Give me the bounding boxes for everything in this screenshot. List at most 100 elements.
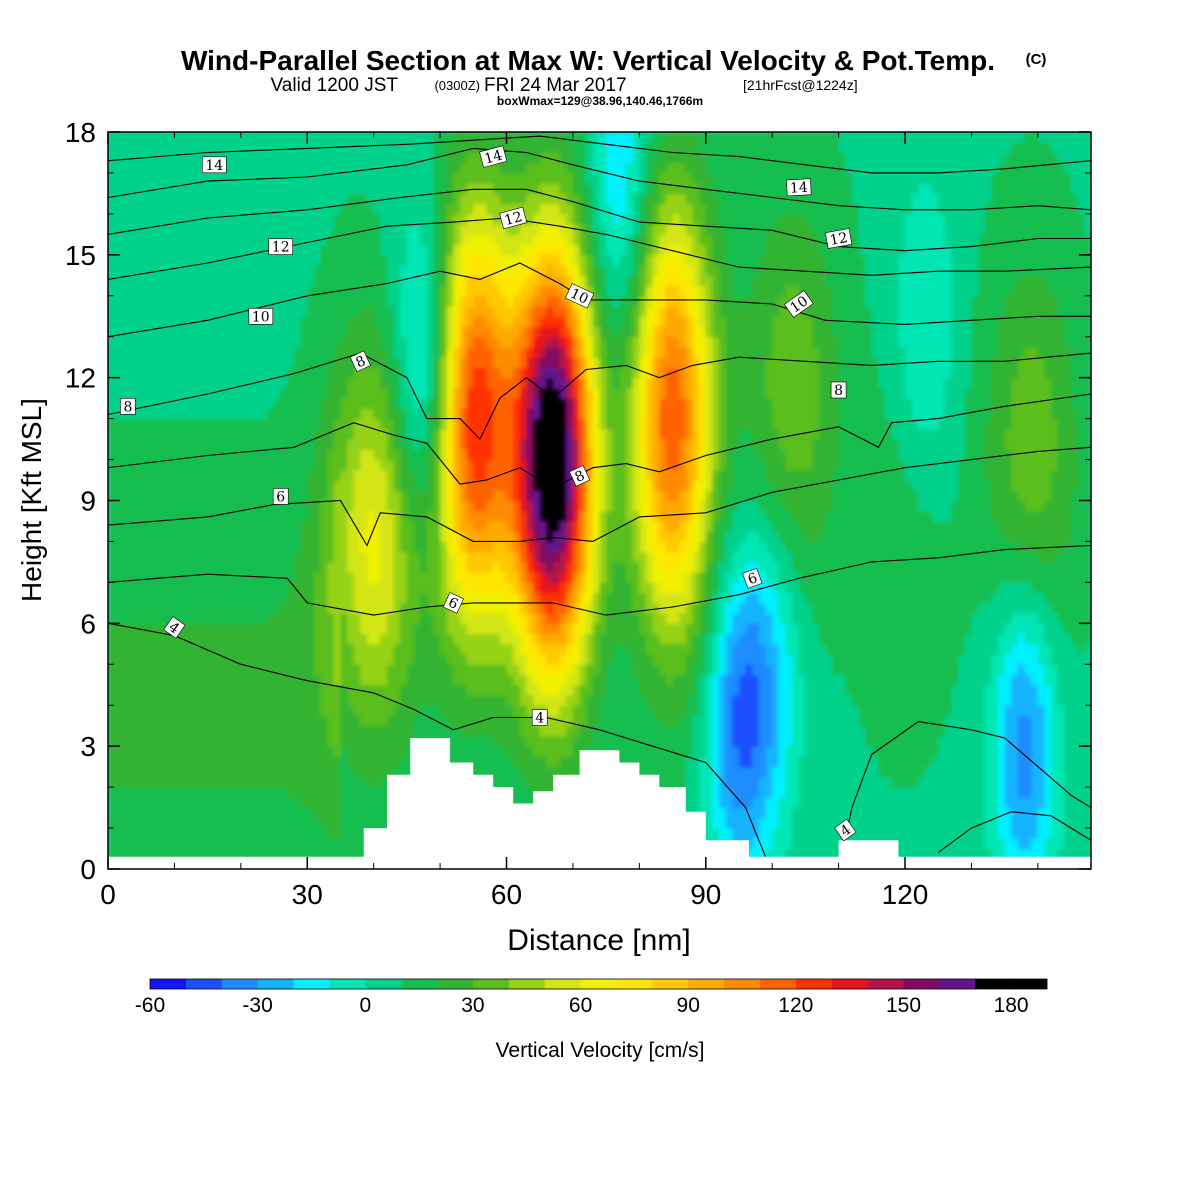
field-cell [493,428,501,440]
field-cell [360,142,368,154]
field-cell [406,244,415,256]
field-cell [320,725,328,737]
field-cell [367,541,375,553]
field-cell [313,715,322,727]
field-cell [373,449,381,461]
field-cell [240,152,249,164]
field-cell [181,193,189,205]
field-cell [187,336,195,348]
field-cell [347,776,355,788]
field-cell [559,326,567,338]
field-cell [539,643,547,655]
field-cell [260,817,268,829]
field-cell [108,244,116,256]
field-cell [466,592,474,604]
field-cell [147,613,156,624]
field-cell [194,275,202,287]
field-cell [440,428,448,440]
field-cell [267,336,275,348]
field-cell [167,265,176,276]
field-cell [526,377,534,389]
field-cell [147,469,156,481]
field-cell [187,459,195,471]
field-cell [553,520,561,532]
field-cell [446,306,454,317]
field-cell [234,428,242,440]
field-cell [307,746,315,758]
field-cell [506,336,514,348]
field-cell [300,756,308,768]
field-cell [220,838,229,850]
field-cell [360,500,368,512]
field-cell [539,694,547,706]
field-cell [220,132,229,143]
field-cell [553,295,561,307]
field-cell [446,561,454,573]
field-cell [300,449,308,461]
field-cell [373,398,381,409]
field-cell [446,387,454,399]
field-cell [367,316,375,328]
field-cell [161,531,169,543]
field-cell [473,766,481,778]
field-cell [360,735,368,747]
field-cell [553,623,561,635]
field-cell [121,459,129,471]
field-cell [307,224,315,235]
field-cell [154,613,162,624]
field-cell [108,469,116,481]
field-cell [486,674,494,686]
field-cell [499,377,508,389]
field-cell [141,234,149,246]
field-cell [453,572,461,583]
field-cell [167,787,176,798]
field-cell [293,694,302,706]
field-cell [108,500,116,512]
field-cell [493,295,501,307]
field-cell [154,428,162,440]
field-cell [194,787,202,798]
field-cell [526,654,534,665]
field-cell [167,705,176,717]
field-cell [240,172,249,184]
field-cell [373,285,381,297]
field-cell [479,531,488,543]
field-cell [187,735,195,747]
field-cell [108,848,116,860]
field-cell [181,275,189,287]
field-cell [413,715,421,727]
field-cell [453,428,461,440]
field-cell [108,756,116,768]
field-cell [293,654,302,665]
field-cell [320,387,328,399]
field-cell [413,142,421,154]
field-cell [227,193,235,205]
field-cell [327,224,335,235]
field-cell [486,572,494,583]
field-cell [347,531,355,543]
field-cell [260,828,268,839]
field-cell [313,848,322,860]
field-cell [227,705,235,717]
field-cell [506,449,514,461]
field-cell [526,561,534,573]
field-cell [499,316,508,328]
field-cell [307,377,315,389]
field-cell [340,428,348,440]
field-cell [380,582,388,594]
field-cell [207,357,215,369]
field-cell [227,254,235,266]
field-cell [320,326,328,338]
field-cell [446,203,454,215]
field-cell [147,776,156,788]
field-cell [127,551,136,563]
field-cell [506,551,514,563]
field-cell [499,694,508,706]
field-cell [293,725,302,737]
field-cell [446,654,454,665]
field-cell [214,357,222,369]
field-cell [254,817,262,829]
field-cell [440,254,448,266]
field-cell [333,152,342,164]
field-cell [147,408,156,420]
